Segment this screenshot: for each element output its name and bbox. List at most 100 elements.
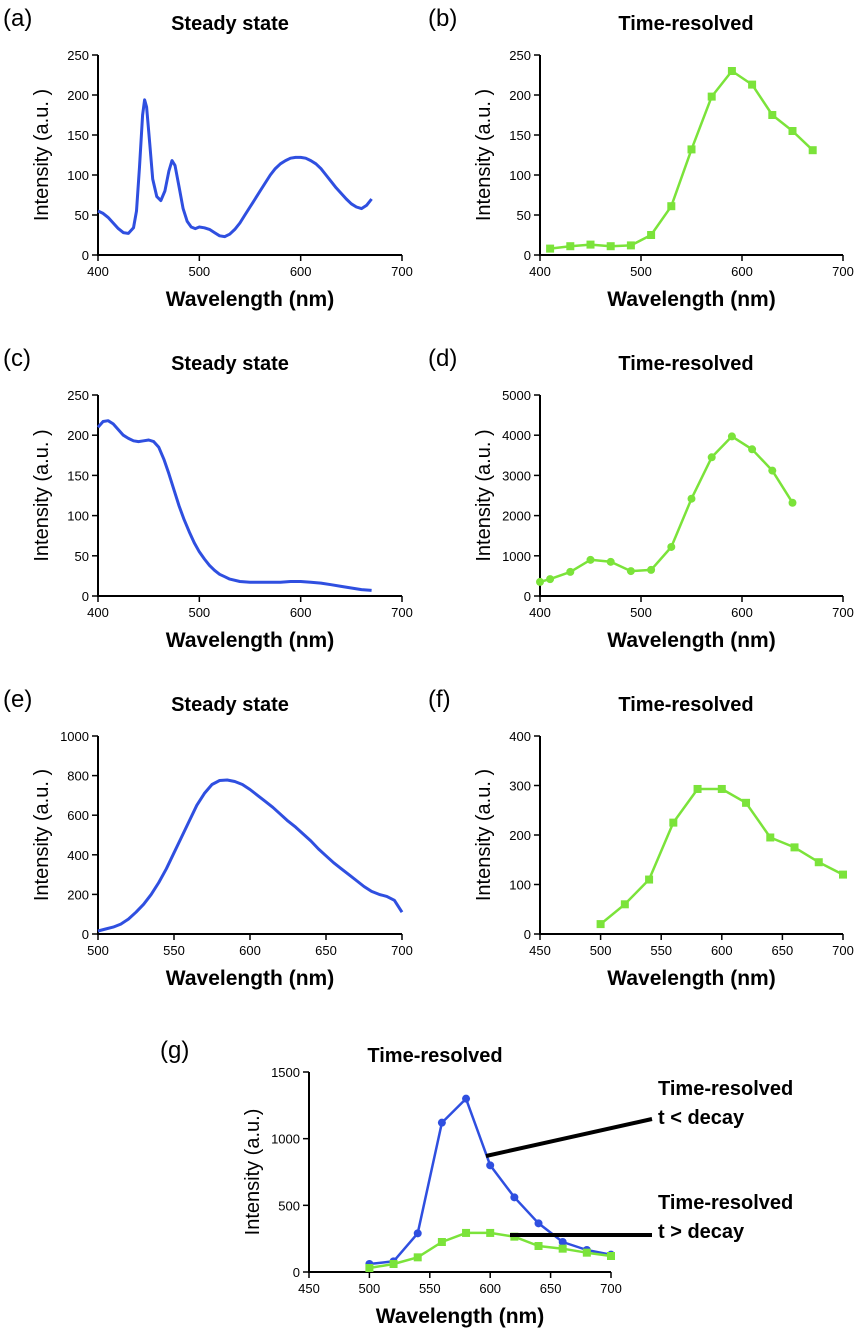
chart-g-x-axis-label: Wavelength (nm) — [376, 1305, 544, 1328]
chart-c-y-axis-label: Intensity (a.u. ) — [31, 429, 53, 561]
chart-b-y-tick-label: 200 — [509, 88, 531, 103]
chart-d-x-tick-label: 600 — [731, 605, 753, 620]
chart-e-x-tick-label: 600 — [239, 943, 261, 958]
chart-g-x-tick-label: 500 — [359, 1281, 381, 1296]
chart-a-x-tick-label: 700 — [391, 264, 413, 279]
chart-d-data-point — [626, 567, 635, 576]
chart-f-y-tick-label: 100 — [509, 878, 531, 893]
chart-f-data-point — [742, 798, 751, 807]
chart-d-x-axis-label: Wavelength (nm) — [607, 629, 775, 652]
chart-a-series-blue-line — [97, 98, 373, 239]
chart-b-y-axis-label: Intensity (a.u. ) — [473, 89, 495, 221]
chart-c-y-tick-label: 50 — [75, 549, 89, 564]
chart-b-data-point — [727, 67, 736, 75]
chart-g-data-point — [486, 1161, 495, 1170]
chart-d: (d) Time-resolved 0 1000 2000 3000 4000 5000 400… — [428, 345, 854, 652]
chart-e-x-tick-label: 500 — [87, 943, 109, 958]
annotation-lower: Time-resolved t > decay — [510, 1192, 793, 1243]
chart-a: (a) Steady state 0 50 100 150 200 250 400 500 600 7… — [3, 5, 413, 311]
chart-a-y-tick-label: 100 — [67, 168, 89, 183]
chart-e-series-blue-line — [97, 778, 404, 933]
chart-a-x-axis-label: Wavelength (nm) — [166, 288, 334, 311]
chart-d-y-tick-label: 1000 — [502, 549, 531, 564]
chart-e-y-tick-label: 600 — [67, 808, 89, 823]
chart-g-data-point — [558, 1244, 567, 1253]
chart-g-data-point — [510, 1193, 519, 1202]
chart-g-data-point — [534, 1242, 543, 1250]
chart-a-title: Steady state — [171, 13, 289, 35]
chart-c-x-tick-label: 700 — [391, 605, 413, 620]
chart-b-y-tick-label: 250 — [509, 48, 531, 63]
chart-e-y-tick-label: 0 — [82, 927, 89, 942]
chart-b-y-tick-label: 100 — [509, 168, 531, 183]
chart-g-data-point — [389, 1260, 398, 1268]
chart-g-x-tick-label: 550 — [419, 1281, 441, 1296]
annotation-upper-leader — [485, 1117, 653, 1158]
chart-g-panel-label: (g) — [160, 1037, 189, 1064]
chart-b-data-point — [707, 92, 716, 101]
chart-d-y-tick-label: 0 — [524, 589, 531, 604]
chart-f-x-tick-label: 550 — [650, 943, 672, 958]
chart-g-y-tick-label: 1500 — [271, 1065, 300, 1080]
chart-c-series-blue-line — [96, 419, 372, 592]
chart-d-title: Time-resolved — [618, 353, 753, 375]
chart-c-panel-label: (c) — [3, 345, 31, 372]
chart-d-data-point — [667, 542, 676, 551]
chart-b: (b) Time-resolved 0 50 100 150 200 250 400 500 600… — [428, 5, 854, 311]
chart-c-y-tick-label: 0 — [82, 589, 89, 604]
chart-d-data-point — [707, 453, 716, 462]
chart-c-y-tick-label: 150 — [67, 468, 89, 483]
chart-b-data-point — [788, 127, 797, 135]
chart-f-y-tick-label: 200 — [509, 828, 531, 843]
chart-f-panel-label: (f) — [428, 686, 451, 713]
chart-e-x-tick-label: 650 — [315, 943, 337, 958]
chart-b-title: Time-resolved — [618, 13, 753, 35]
chart-b-y-tick-label: 150 — [509, 128, 531, 143]
chart-c-y-tick-label: 100 — [67, 509, 89, 524]
chart-d-data-point — [768, 466, 777, 475]
chart-c-x-tick-label: 400 — [87, 605, 109, 620]
chart-f-data-point — [814, 858, 823, 867]
chart-f-data-point — [717, 784, 726, 793]
chart-c-x-tick-label: 500 — [188, 605, 210, 620]
chart-d-data-point — [647, 565, 656, 574]
chart-a-y-tick-label: 50 — [75, 208, 89, 223]
chart-g-data-point — [462, 1228, 471, 1237]
chart-b-data-point — [546, 244, 555, 253]
chart-b-data-point — [687, 145, 696, 154]
chart-d-data-point — [546, 575, 555, 584]
chart-c-x-axis-label: Wavelength (nm) — [166, 629, 334, 652]
chart-f-y-axis-label: Intensity (a.u. ) — [473, 769, 495, 901]
chart-b-series-green-line — [549, 69, 814, 250]
chart-g-series-green-line — [369, 1231, 612, 1270]
chart-d-data-point — [788, 498, 797, 507]
chart-a-x-tick-label: 500 — [188, 264, 210, 279]
chart-g-data-point — [413, 1229, 422, 1238]
chart-a-panel-label: (a) — [3, 5, 32, 32]
annotation-upper-line2: t < decay — [658, 1107, 745, 1129]
chart-g-x-tick-label: 450 — [298, 1281, 320, 1296]
chart-e-title: Steady state — [171, 694, 289, 716]
chart-b-x-tick-label: 500 — [630, 264, 652, 279]
chart-a-y-tick-label: 150 — [67, 128, 89, 143]
annotation-lower-line2: t > decay — [658, 1221, 745, 1243]
chart-d-data-point — [566, 567, 575, 576]
chart-e: (e) Steady state 0 200 400 600 800 1000 500 550 60… — [3, 686, 413, 990]
chart-d-y-tick-label: 4000 — [502, 428, 531, 443]
chart-b-data-point — [667, 202, 676, 211]
chart-d-data-point — [606, 557, 615, 566]
chart-f-data-point — [790, 843, 799, 852]
chart-f-x-tick-label: 500 — [590, 943, 612, 958]
chart-g-y-tick-label: 0 — [293, 1265, 300, 1280]
chart-g-x-tick-label: 700 — [600, 1281, 622, 1296]
chart-b-x-tick-label: 400 — [529, 264, 551, 279]
chart-a-x-tick-label: 400 — [87, 264, 109, 279]
chart-d-y-tick-label: 3000 — [502, 468, 531, 483]
annotation-upper-line1: Time-resolved — [658, 1078, 793, 1100]
chart-d-data-point — [748, 445, 757, 454]
chart-c: (c) Steady state 0 50 100 150 200 250 400 500 600 7… — [3, 345, 413, 652]
chart-f-data-point — [669, 818, 678, 827]
chart-e-y-tick-label: 400 — [67, 848, 89, 863]
chart-d-x-tick-label: 400 — [529, 605, 551, 620]
chart-f-x-axis-label: Wavelength (nm) — [607, 967, 775, 990]
